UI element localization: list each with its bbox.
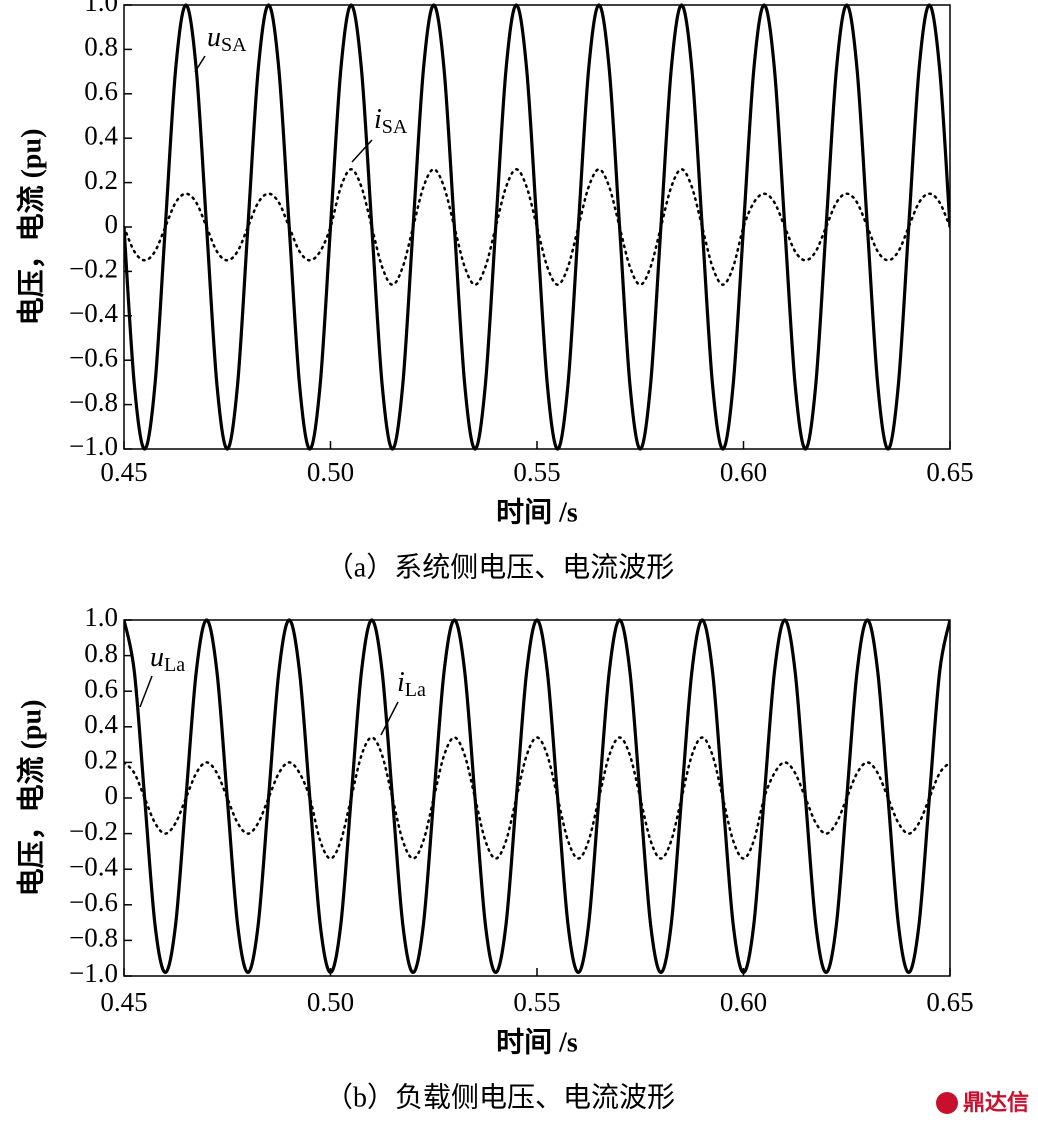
x-tick-label: 0.60 xyxy=(720,457,767,487)
y-tick-label: −0.6 xyxy=(69,887,118,917)
chart-panel: −1.0 −0.8 −0.6 −0.4 −0.2 0 0.2 0.4 0.6 0.8 1.0 0.45… xyxy=(15,602,973,1113)
watermark: 鼎达信 xyxy=(936,1090,1029,1116)
series-label-sub: SA xyxy=(382,116,408,138)
x-tick-label: 0.50 xyxy=(307,987,354,1017)
y-tick-label: 0.2 xyxy=(84,165,118,195)
y-tick-label: 0.2 xyxy=(84,745,118,775)
y-tick-label: 0.8 xyxy=(84,638,118,668)
annotation-leader xyxy=(351,139,373,163)
y-tick-label: 0.4 xyxy=(84,709,118,739)
y-tick-label: −1.0 xyxy=(69,958,118,988)
y-tick-label: −0.8 xyxy=(69,923,118,953)
plot-frame xyxy=(123,4,951,450)
series-label-sub: La xyxy=(164,654,185,676)
x-tick-label: 0.65 xyxy=(926,987,973,1017)
current-line xyxy=(124,736,950,860)
plot-frame xyxy=(123,619,951,977)
x-tick-label: 0.55 xyxy=(513,987,560,1017)
y-tick-label: −1.0 xyxy=(69,431,118,461)
y-tick-label: 0.6 xyxy=(84,76,118,106)
series-label-sub: SA xyxy=(221,34,247,56)
annotation-leader xyxy=(194,55,206,73)
y-tick-label: 1.0 xyxy=(84,602,118,632)
series-label-sub: La xyxy=(405,679,426,701)
y-tick-label: −0.2 xyxy=(69,816,118,846)
series-label: uSA xyxy=(207,22,247,55)
series-label: uLa xyxy=(150,642,185,675)
caption: （b）负载侧电压、电流波形 xyxy=(325,1081,675,1113)
y-tick-label: 0.6 xyxy=(84,673,118,703)
y-axis-label: 电压，电流 (pu) xyxy=(15,700,47,897)
y-tick-label: −0.4 xyxy=(69,851,118,881)
series-label-main: u xyxy=(207,22,221,53)
series-label: iLa xyxy=(397,667,426,700)
y-tick-label: −0.6 xyxy=(69,342,118,372)
annotation-leader xyxy=(139,675,153,708)
y-tick-label: 0.4 xyxy=(84,120,118,150)
series-label-main: i xyxy=(374,104,382,135)
annotation-leader xyxy=(380,701,399,736)
x-tick-label: 0.65 xyxy=(926,457,973,487)
y-tick-label: 1.0 xyxy=(84,0,118,17)
current-line xyxy=(124,168,950,286)
y-tick-label: −0.8 xyxy=(69,387,118,417)
y-tick-label: 0 xyxy=(105,209,119,239)
x-tick-label: 0.55 xyxy=(513,457,560,487)
chart-panel: −1.0 −0.8 −0.6 −0.4 −0.2 0 0.2 0.4 0.6 0.8 1.0 0.45… xyxy=(15,0,973,583)
watermark-text: 鼎达信 xyxy=(963,1090,1029,1116)
y-tick-label: −0.2 xyxy=(69,254,118,284)
watermark-logo xyxy=(936,1092,958,1114)
x-tick-label: 0.50 xyxy=(307,457,354,487)
x-tick-label: 0.45 xyxy=(100,987,147,1017)
x-tick-label: 0.60 xyxy=(720,987,767,1017)
voltage-line xyxy=(124,3,950,451)
y-tick-label: 0 xyxy=(105,780,119,810)
x-tick-label: 0.45 xyxy=(100,457,147,487)
series-label-main: u xyxy=(150,642,164,673)
y-axis-label: 电压，电流 (pu) xyxy=(15,129,47,326)
x-axis-label: 时间 /s xyxy=(496,1026,578,1058)
caption: （a）系统侧电压、电流波形 xyxy=(326,551,674,583)
y-tick-label: −0.4 xyxy=(69,298,118,328)
series-label: iSA xyxy=(374,104,408,137)
y-tick-label: 0.8 xyxy=(84,32,118,62)
x-axis-label: 时间 /s xyxy=(496,496,578,528)
series-label-main: i xyxy=(397,667,405,698)
